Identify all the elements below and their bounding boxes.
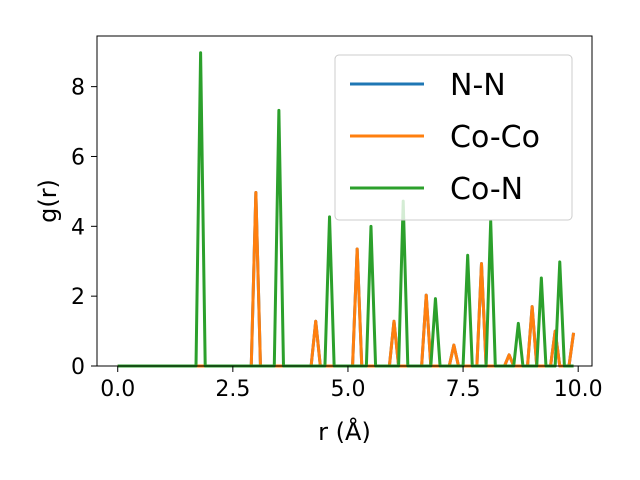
y-tick-label: 2	[71, 285, 85, 310]
y-axis: 0 2 4 6 8	[71, 76, 97, 380]
y-tick-label: 0	[71, 355, 85, 380]
legend-box	[334, 54, 573, 221]
x-tick-label: 5.0	[330, 377, 365, 402]
x-axis-label: r (Å)	[318, 417, 371, 446]
legend-label: Co-Co	[450, 120, 540, 155]
plot-frame	[96, 35, 593, 367]
x-tick-label: 7.5	[446, 377, 481, 402]
legend-label: Co-N	[450, 172, 523, 207]
y-tick-label: 8	[71, 76, 85, 101]
y-tick-label: 4	[71, 215, 85, 240]
legend-label: N-N	[450, 68, 506, 103]
x-tick-label: 2.5	[215, 377, 250, 402]
x-axis: 0.0 2.5 5.0 7.5 10.0	[100, 366, 603, 402]
y-tick-label: 6	[71, 145, 85, 170]
series-line-co-n	[117, 51, 574, 368]
x-tick-label: 10.0	[554, 377, 603, 402]
x-tick-label: 0.0	[100, 377, 135, 402]
legend: N-N Co-Co Co-N	[334, 54, 573, 221]
y-axis-label: g(r)	[34, 179, 62, 223]
